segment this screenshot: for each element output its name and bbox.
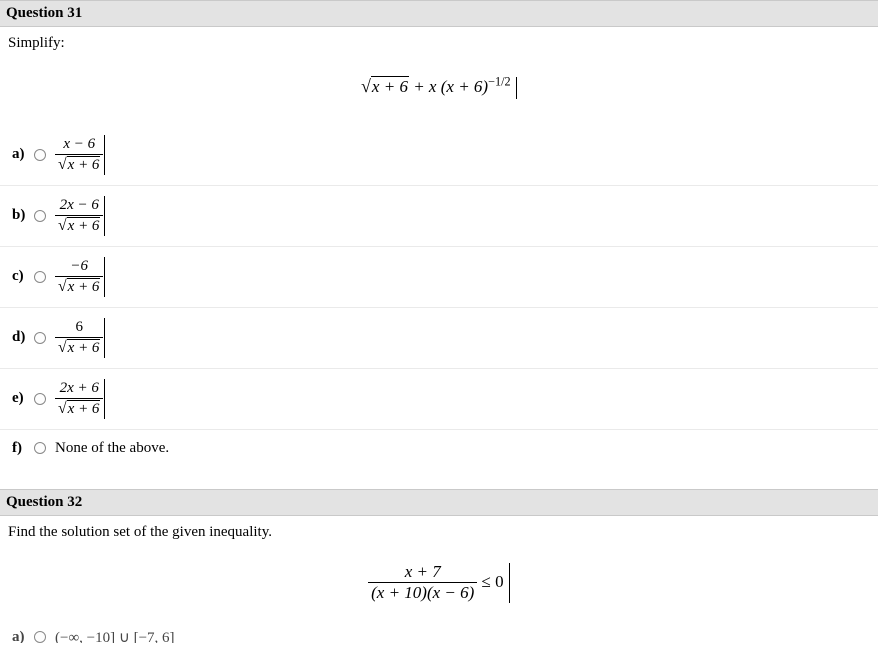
option-f[interactable]: f) None of the above. xyxy=(0,430,878,467)
option-a-den: x + 6 xyxy=(55,154,103,174)
radio-icon[interactable] xyxy=(34,332,46,344)
q32-prompt: Find the solution set of the given inequ… xyxy=(0,516,878,545)
cursor-icon xyxy=(104,379,105,419)
q31-expr-content: x + 6 + x (x + 6)−1/2 xyxy=(361,77,515,96)
option-e-frac: 2x + 6 x + 6 xyxy=(55,380,103,417)
radio-icon[interactable] xyxy=(34,442,46,454)
q31-expression: x + 6 + x (x + 6)−1/2 xyxy=(0,56,878,125)
sqrt-icon: x + 6 xyxy=(361,76,409,97)
q31-options: a) x − 6 x + 6 b) 2x − 6 x + 6 c) −6 x +… xyxy=(0,125,878,467)
option-e-label: e) xyxy=(12,390,34,407)
radio-icon[interactable] xyxy=(34,393,46,405)
option-e-num: 2x + 6 xyxy=(55,380,103,398)
exponent: −1/2 xyxy=(488,74,511,88)
q31-prompt-text: Simplify: xyxy=(8,35,65,51)
radio-icon[interactable] xyxy=(34,210,46,222)
radio-icon[interactable] xyxy=(34,631,46,643)
q32-prompt-text: Find the solution set of the given inequ… xyxy=(8,524,272,540)
option-a-frac: x − 6 x + 6 xyxy=(55,136,103,173)
option-d-label: d) xyxy=(12,329,34,346)
option-c[interactable]: c) −6 x + 6 xyxy=(0,247,878,308)
option-a[interactable]: a) x − 6 x + 6 xyxy=(0,125,878,186)
option-f-label: f) xyxy=(12,440,34,457)
q32-den: (x + 10)(x − 6) xyxy=(368,582,477,603)
option-c-label: c) xyxy=(12,268,34,285)
option-f-text: None of the above. xyxy=(55,440,169,457)
option-d[interactable]: d) 6 x + 6 xyxy=(0,308,878,369)
q31-header-text: Question 31 xyxy=(6,5,82,21)
radicand: x + 6 xyxy=(371,76,409,97)
option-d-frac: 6 x + 6 xyxy=(55,319,103,356)
radicand: x + 6 xyxy=(67,278,101,296)
option-d-num: 6 xyxy=(55,319,103,337)
sqrt-icon: x + 6 xyxy=(58,156,100,174)
q32-num: x + 7 xyxy=(368,563,477,583)
q32-rel: ≤ 0 xyxy=(477,572,503,591)
cutoff-label: a) xyxy=(12,629,34,643)
q32-frac: x + 7 (x + 10)(x − 6) xyxy=(368,563,477,603)
paren: (x + 6) xyxy=(441,77,488,96)
sqrt-icon: x + 6 xyxy=(58,339,100,357)
sqrt-icon: x + 6 xyxy=(58,400,100,418)
q32-expr-content: x + 7 (x + 10)(x − 6) ≤ 0 xyxy=(368,572,508,591)
option-e[interactable]: e) 2x + 6 x + 6 xyxy=(0,369,878,430)
cursor-icon xyxy=(104,318,105,358)
option-b-num: 2x − 6 xyxy=(55,197,103,215)
cursor-icon xyxy=(104,257,105,297)
option-c-num: −6 xyxy=(55,258,103,276)
sqrt-icon: x + 6 xyxy=(58,217,100,235)
option-c-frac: −6 x + 6 xyxy=(55,258,103,295)
radicand: x + 6 xyxy=(67,339,101,357)
radio-icon[interactable] xyxy=(34,271,46,283)
radicand: x + 6 xyxy=(67,400,101,418)
cursor-icon xyxy=(509,563,510,603)
radio-icon[interactable] xyxy=(34,149,46,161)
plus-x: + x xyxy=(409,77,441,96)
cursor-icon xyxy=(104,196,105,236)
option-c-den: x + 6 xyxy=(55,276,103,296)
spacer xyxy=(0,467,878,489)
option-b-den: x + 6 xyxy=(55,215,103,235)
option-b-frac: 2x − 6 x + 6 xyxy=(55,197,103,234)
option-d-den: x + 6 xyxy=(55,337,103,357)
sqrt-icon: x + 6 xyxy=(58,278,100,296)
cursor-icon xyxy=(104,135,105,175)
option-e-den: x + 6 xyxy=(55,398,103,418)
option-a-label: a) xyxy=(12,146,34,163)
q32-header-text: Question 32 xyxy=(6,494,82,510)
radicand: x + 6 xyxy=(67,217,101,235)
q32-cutoff-option: a) (−∞, −10] ∪ [−7, 6] xyxy=(0,629,878,643)
cutoff-text: (−∞, −10] ∪ [−7, 6] xyxy=(55,629,175,643)
q31-prompt: Simplify: xyxy=(0,27,878,56)
option-a-num: x − 6 xyxy=(55,136,103,154)
question-31-header: Question 31 xyxy=(0,0,878,27)
option-b-label: b) xyxy=(12,207,34,224)
cursor-icon xyxy=(516,77,517,99)
option-b[interactable]: b) 2x − 6 x + 6 xyxy=(0,186,878,247)
question-32-header: Question 32 xyxy=(0,489,878,516)
q32-expression: x + 7 (x + 10)(x − 6) ≤ 0 xyxy=(0,545,878,629)
radicand: x + 6 xyxy=(67,156,101,174)
